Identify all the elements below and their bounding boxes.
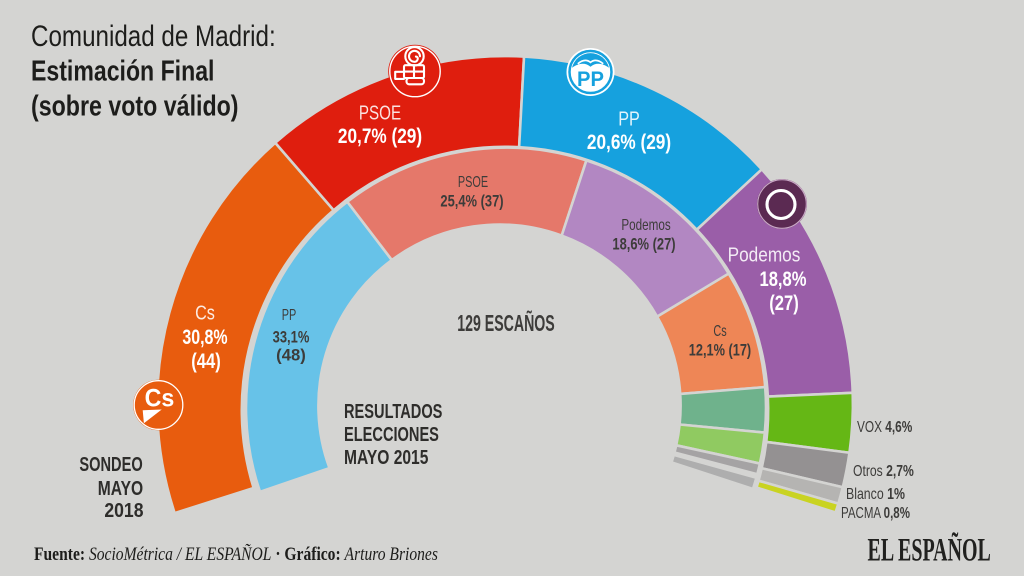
svg-text:PP: PP <box>577 67 604 91</box>
svg-text:Cs: Cs <box>145 385 175 413</box>
